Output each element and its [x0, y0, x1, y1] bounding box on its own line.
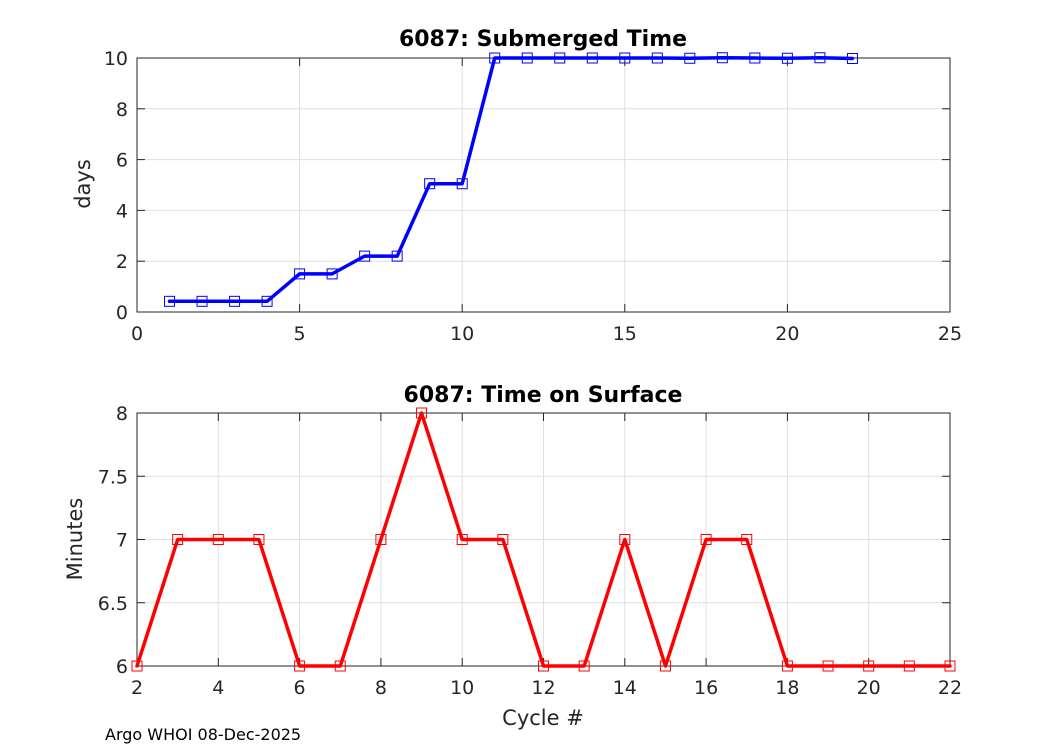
time-on-surface-x-tick-label: 12: [531, 677, 555, 699]
time-on-surface-x-tick-label: 18: [775, 677, 799, 699]
time-on-surface-x-tick-label: 16: [694, 677, 718, 699]
submerged-time-data-point: [229, 295, 241, 307]
submerged-time-y-tick-label: 0: [116, 302, 128, 324]
submerged-time-plot-area: [137, 58, 950, 312]
submerged-time-data-point: [489, 52, 501, 64]
time-on-surface-data-point: [944, 660, 956, 672]
submerged-time-data-point: [814, 52, 826, 64]
time-on-surface-data-point: [334, 660, 346, 672]
time-on-surface-chart-title: 6087: Time on Surface: [404, 383, 683, 408]
submerged-time-x-tick-label: 25: [938, 323, 962, 345]
submerged-time-data-point: [586, 52, 598, 64]
time-on-surface-data-point: [172, 534, 184, 545]
time-on-surface-data-point: [863, 660, 875, 672]
submerged-time-y-tick-label: 6: [116, 150, 128, 172]
submerged-time-x-tick-label: 5: [294, 323, 306, 345]
time-on-surface-data-point: [700, 534, 712, 545]
submerged-time-data-point: [846, 53, 858, 65]
submerged-time-data-point: [294, 268, 306, 280]
time-on-surface-x-axis-label: Cycle #: [502, 706, 584, 730]
submerged-time-data-point: [781, 52, 793, 64]
submerged-time-data-point: [456, 178, 468, 190]
time-on-surface-y-tick-label: 7.5: [98, 466, 128, 488]
time-on-surface-data-point: [741, 534, 753, 545]
time-on-surface-data-point: [497, 534, 509, 545]
submerged-time-data-point: [196, 295, 208, 307]
time-on-surface-data-point: [822, 660, 834, 672]
time-on-surface-x-tick-label: 8: [375, 677, 387, 699]
time-on-surface-data-point: [375, 534, 387, 545]
footer-credit: Argo WHOI 08-Dec-2025: [105, 725, 302, 744]
submerged-time-data-point: [521, 52, 533, 64]
time-on-surface-x-tick-label: 6: [294, 677, 306, 699]
submerged-time-chart-title: 6087: Submerged Time: [399, 27, 687, 52]
submerged-time-data-point: [359, 250, 371, 262]
submerged-time-data-point: [164, 295, 176, 307]
time-on-surface-y-axis-label: Minutes: [63, 498, 87, 581]
time-on-surface-data-point: [416, 407, 428, 419]
time-on-surface-y-tick-label: 6: [116, 656, 128, 678]
submerged-time-data-point: [391, 250, 403, 262]
time-on-surface-x-tick-label: 4: [212, 677, 224, 699]
time-on-surface-data-point: [903, 660, 915, 672]
time-on-surface-x-tick-label: 10: [450, 677, 474, 699]
submerged-time-y-tick-label: 10: [104, 48, 128, 70]
submerged-time-y-axis-label: days: [71, 159, 95, 209]
submerged-time-data-point: [261, 295, 273, 307]
time-on-surface-y-tick-label: 6.5: [98, 593, 128, 615]
time-on-surface-data-point: [538, 660, 549, 672]
submerged-time-data-point: [716, 52, 728, 64]
submerged-time-x-tick-label: 20: [775, 323, 799, 345]
time-on-surface-y-tick-label: 7: [116, 530, 128, 552]
time-on-surface-data-point: [578, 660, 590, 672]
submerged-time-y-tick-label: 8: [116, 99, 128, 121]
submerged-time-y-tick-label: 4: [116, 200, 128, 222]
time-on-surface-x-tick-label: 22: [938, 677, 962, 699]
submerged-time-series-line: [167, 55, 855, 304]
time-on-surface-data-point: [659, 660, 671, 672]
time-on-surface-data-point: [781, 660, 793, 672]
time-on-surface-chart: 2 4 6 8 10 12 14 16 18 20 22 6 6.5 7 7.5 8 6087: Time on…: [63, 383, 962, 730]
submerged-time-data-point: [651, 52, 663, 64]
submerged-time-x-tick-label: 0: [131, 323, 143, 345]
submerged-time-data-point: [326, 268, 338, 280]
time-on-surface-data-point: [456, 534, 468, 545]
submerged-time-y-tick-label: 2: [116, 251, 128, 273]
time-on-surface-data-point: [131, 660, 143, 672]
submerged-time-data-point: [424, 178, 436, 190]
time-on-surface-data-point: [619, 534, 631, 545]
time-on-surface-x-tick-label: 20: [857, 677, 881, 699]
time-on-surface-x-tick-label: 14: [613, 677, 637, 699]
submerged-time-chart: 0 5 10 15 20 25 0 2 4 6 8 10 6087: Submerged Time day…: [71, 27, 962, 345]
submerged-time-data-point: [619, 52, 631, 64]
time-on-surface-series-line: [135, 411, 952, 668]
submerged-time-x-tick-label: 15: [613, 323, 637, 345]
submerged-time-data-point: [749, 52, 761, 64]
time-on-surface-data-point: [253, 534, 265, 545]
time-on-surface-x-tick-label: 2: [131, 677, 143, 699]
time-on-surface-y-tick-label: 8: [116, 403, 128, 425]
time-on-surface-data-point: [294, 660, 306, 672]
submerged-time-data-point: [684, 52, 696, 64]
time-on-surface-data-point: [212, 534, 224, 545]
submerged-time-data-point: [554, 52, 566, 64]
submerged-time-x-tick-label: 10: [450, 323, 474, 345]
